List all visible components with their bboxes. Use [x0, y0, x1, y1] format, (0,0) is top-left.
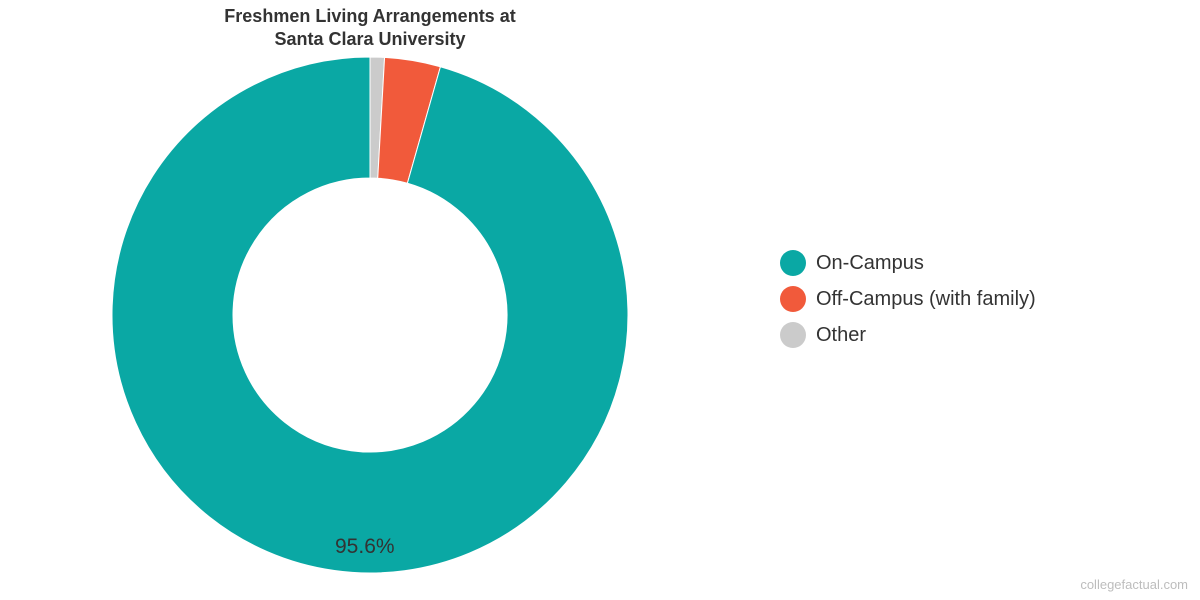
legend-swatch [780, 286, 806, 312]
legend: On-Campus Off-Campus (with family) Other [780, 250, 1036, 348]
legend-swatch [780, 250, 806, 276]
donut-svg [110, 55, 630, 575]
donut-segment [112, 57, 628, 573]
legend-label: Off-Campus (with family) [816, 288, 1036, 311]
legend-item: On-Campus [780, 250, 1036, 276]
donut-chart-container: Freshmen Living Arrangements at Santa Cl… [0, 0, 1200, 600]
primary-percent-label: 95.6% [335, 535, 395, 559]
legend-label: Other [816, 324, 866, 347]
legend-swatch [780, 322, 806, 348]
donut-wrap [110, 55, 630, 580]
chart-title: Freshmen Living Arrangements at Santa Cl… [0, 5, 740, 50]
chart-title-line2: Santa Clara University [274, 29, 465, 49]
legend-item: Off-Campus (with family) [780, 286, 1036, 312]
watermark: collegefactual.com [1080, 577, 1188, 592]
chart-title-line1: Freshmen Living Arrangements at [224, 6, 515, 26]
legend-label: On-Campus [816, 252, 924, 275]
legend-item: Other [780, 322, 1036, 348]
